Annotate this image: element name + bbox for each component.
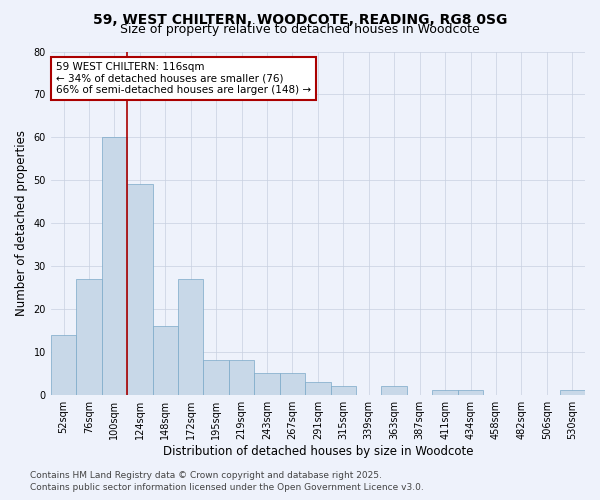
Bar bbox=[51, 334, 76, 394]
Text: 59 WEST CHILTERN: 116sqm
← 34% of detached houses are smaller (76)
66% of semi-d: 59 WEST CHILTERN: 116sqm ← 34% of detach… bbox=[56, 62, 311, 95]
Bar bbox=[305, 382, 331, 394]
Bar bbox=[203, 360, 229, 394]
Bar bbox=[382, 386, 407, 394]
Bar bbox=[458, 390, 483, 394]
Bar bbox=[229, 360, 254, 394]
Bar bbox=[280, 374, 305, 394]
Bar bbox=[76, 279, 101, 394]
Bar bbox=[178, 279, 203, 394]
Y-axis label: Number of detached properties: Number of detached properties bbox=[15, 130, 28, 316]
Bar bbox=[101, 138, 127, 394]
Bar bbox=[331, 386, 356, 394]
X-axis label: Distribution of detached houses by size in Woodcote: Distribution of detached houses by size … bbox=[163, 444, 473, 458]
Bar bbox=[433, 390, 458, 394]
Bar bbox=[560, 390, 585, 394]
Bar bbox=[152, 326, 178, 394]
Text: 59, WEST CHILTERN, WOODCOTE, READING, RG8 0SG: 59, WEST CHILTERN, WOODCOTE, READING, RG… bbox=[93, 12, 507, 26]
Bar bbox=[127, 184, 152, 394]
Text: Size of property relative to detached houses in Woodcote: Size of property relative to detached ho… bbox=[120, 22, 480, 36]
Text: Contains HM Land Registry data © Crown copyright and database right 2025.
Contai: Contains HM Land Registry data © Crown c… bbox=[30, 471, 424, 492]
Bar bbox=[254, 374, 280, 394]
